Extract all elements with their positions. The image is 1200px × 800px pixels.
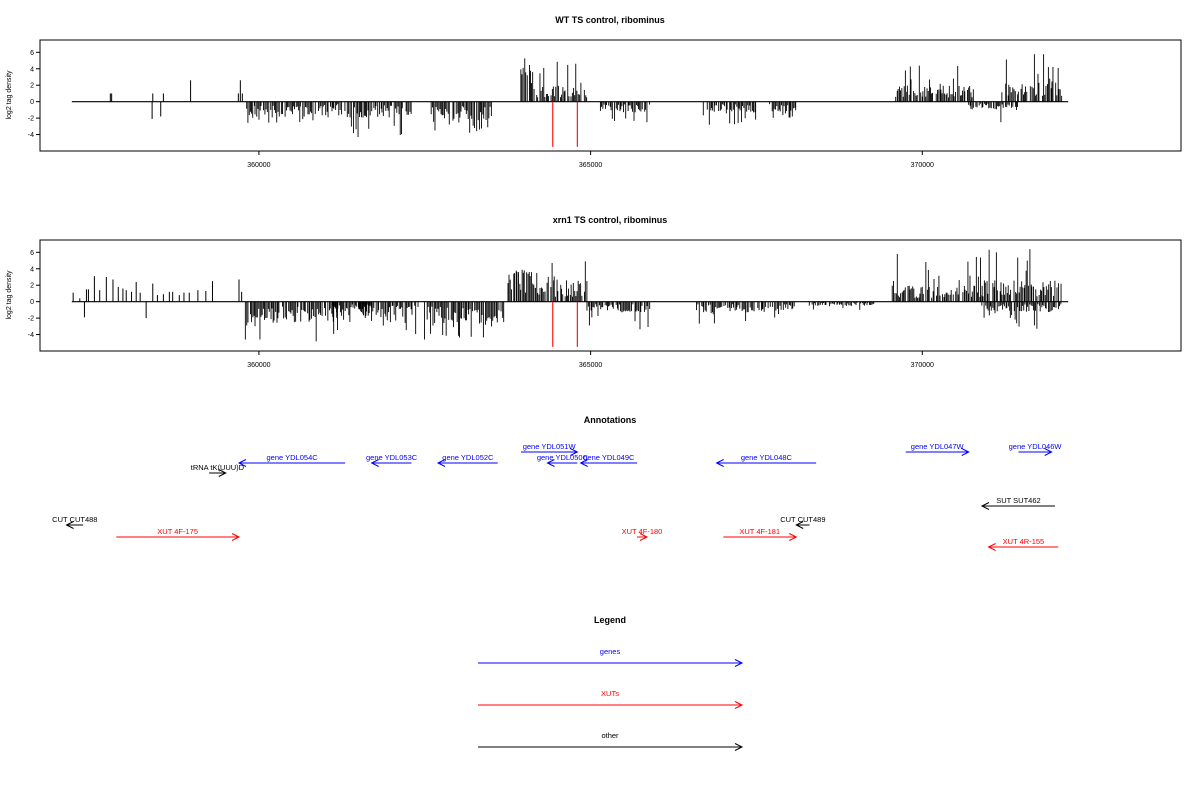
annotation-feature: gene YDL052C — [436, 453, 498, 467]
annotation-feature: gene YDL054C — [237, 453, 346, 467]
arrow-head — [546, 459, 555, 467]
legend-title: Legend — [594, 615, 626, 625]
annotation-label: gene YDL049C — [583, 453, 635, 462]
y-axis-label: log2 tag density — [6, 270, 13, 320]
annotation-label: gene YDL052C — [442, 453, 494, 462]
arrow-head — [715, 459, 724, 467]
arrow-head — [231, 533, 241, 541]
annotation-label: XUT 4F-175 — [157, 527, 198, 536]
annotation-feature: gene YDL050C — [537, 453, 589, 467]
y-tick-label: 2 — [30, 283, 34, 290]
x-tick-label: 370000 — [911, 362, 934, 369]
x-tick-label: 360000 — [247, 362, 270, 369]
arrow-head — [436, 459, 446, 467]
legend: Legend genes XUTs other — [478, 615, 744, 751]
annotation-feature: XUT 4F-181 — [723, 527, 798, 541]
annotations-track: Annotations gene YDL054C gene YDL053C gene… — [52, 415, 1062, 551]
arrow-head — [218, 469, 227, 477]
y-tick-label: 6 — [30, 250, 34, 257]
legend-arrow-head — [734, 701, 744, 709]
arrow-head — [795, 521, 804, 529]
annotation-label: XUT 4F-180 — [622, 527, 663, 536]
arrow-head — [237, 459, 247, 467]
annotation-feature: gene YDL048C — [715, 453, 817, 467]
annotation-feature: CUT CUT488 — [52, 515, 97, 529]
arrow-head — [570, 448, 579, 456]
legend-arrow-head — [734, 659, 744, 667]
annotation-label: gene YDL051W — [523, 442, 577, 451]
annotations-title: Annotations — [584, 415, 637, 425]
annotation-feature: gene YDL051W — [520, 442, 579, 456]
y-tick-label: 0 — [30, 99, 34, 106]
annotation-feature: CUT CUT489 — [780, 515, 826, 529]
y-axis-label: log2 tag density — [6, 70, 13, 120]
arrow-head — [789, 533, 798, 541]
arrow-head — [370, 459, 379, 467]
arrow-head — [579, 459, 588, 467]
legend-label: genes — [600, 647, 621, 656]
annotation-label: gene YDL046W — [1009, 442, 1063, 451]
arrow-head — [65, 521, 74, 529]
arrow-head — [639, 533, 649, 541]
annotation-label: CUT CUT488 — [52, 515, 97, 524]
legend-arrow-head — [734, 743, 744, 751]
wt-density-panel: WT TS control, ribominus log2 tag densit… — [6, 15, 1182, 169]
annotation-feature: gene YDL047W — [905, 442, 970, 456]
x-tick-label: 370000 — [911, 162, 934, 169]
annotation-label: gene YDL053C — [366, 453, 418, 462]
legend-label: other — [601, 731, 619, 740]
annotation-label: CUT CUT489 — [780, 515, 825, 524]
y-tick-label: 0 — [30, 299, 34, 306]
annotation-feature: gene YDL049C — [579, 453, 638, 467]
annotation-label: gene YDL048C — [741, 453, 793, 462]
panel-title: xrn1 TS control, ribominus — [553, 215, 668, 225]
y-tick-label: -4 — [28, 132, 34, 139]
annotation-label: XUT 4F-181 — [739, 527, 780, 536]
y-tick-label: 4 — [30, 66, 34, 73]
annotation-feature: tRNA tK(UUU)D — [191, 463, 245, 477]
annotation-label: SUT SUT462 — [996, 496, 1040, 505]
annotation-feature: SUT SUT462 — [980, 496, 1055, 510]
arrow-head — [980, 502, 990, 510]
arrow-head — [1044, 448, 1053, 456]
legend-item: genes — [478, 647, 744, 667]
y-tick-label: -2 — [28, 316, 34, 323]
annotation-feature: XUT 4F-175 — [116, 527, 241, 541]
x-tick-label: 365000 — [579, 362, 602, 369]
x-tick-label: 360000 — [247, 162, 270, 169]
annotation-label: XUT 4R-155 — [1003, 537, 1045, 546]
legend-label: XUTs — [601, 689, 619, 698]
y-tick-label: 4 — [30, 266, 34, 273]
arrow-head — [987, 543, 996, 551]
xrn1-density-panel: xrn1 TS control, ribominus log2 tag dens… — [6, 215, 1182, 369]
annotation-label: gene YDL054C — [267, 453, 319, 462]
legend-item: XUTs — [478, 689, 744, 709]
y-tick-label: -2 — [28, 116, 34, 123]
arrow-head — [961, 448, 970, 456]
annotation-feature: gene YDL053C — [366, 453, 418, 467]
y-tick-label: -4 — [28, 332, 34, 339]
annotation-label: tRNA tK(UUU)D — [191, 463, 245, 472]
annotation-feature: XUT 4R-155 — [987, 537, 1059, 551]
y-tick-label: 6 — [30, 50, 34, 57]
annotation-label: gene YDL050C — [537, 453, 589, 462]
annotation-feature: gene YDL046W — [1009, 442, 1063, 456]
x-tick-label: 365000 — [579, 162, 602, 169]
y-tick-label: 2 — [30, 83, 34, 90]
annotation-feature: XUT 4F-180 — [622, 527, 663, 541]
panel-title: WT TS control, ribominus — [555, 15, 665, 25]
annotation-label: gene YDL047W — [911, 442, 965, 451]
legend-item: other — [478, 731, 744, 751]
